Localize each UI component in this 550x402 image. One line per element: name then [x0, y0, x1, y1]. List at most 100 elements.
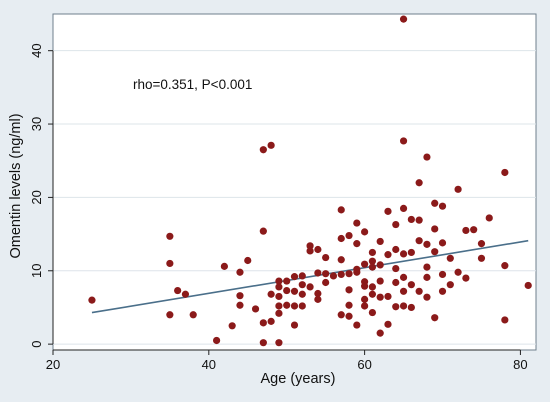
data-point	[384, 320, 392, 328]
x-tick-label: 60	[357, 357, 371, 372]
data-point	[368, 257, 377, 265]
data-point	[384, 251, 392, 259]
axes: 0 10 20 30 40 20 40 60 80	[29, 43, 528, 372]
data-point	[275, 283, 283, 291]
data-point	[345, 301, 353, 309]
y-axis-label: Omentin levels (ng/ml)	[8, 113, 24, 258]
data-point	[446, 281, 454, 289]
data-point	[290, 287, 299, 295]
data-point	[345, 312, 353, 320]
data-point	[376, 261, 384, 269]
data-point	[212, 336, 221, 345]
data-point	[462, 226, 470, 235]
data-point	[384, 292, 392, 301]
data-point	[337, 206, 345, 214]
data-point	[166, 232, 174, 240]
data-point	[501, 316, 509, 324]
data-point	[399, 273, 408, 281]
data-point	[415, 287, 423, 295]
data-point	[423, 240, 431, 248]
data-point	[376, 329, 384, 337]
data-point	[368, 290, 377, 298]
data-point	[438, 270, 447, 279]
data-point	[251, 305, 260, 313]
data-point	[290, 302, 299, 310]
data-point	[306, 242, 314, 250]
data-point	[337, 234, 345, 243]
data-point	[392, 245, 400, 254]
data-point	[337, 270, 345, 279]
data-point	[337, 311, 345, 319]
data-point	[376, 293, 384, 301]
fit-line-layer	[91, 239, 529, 314]
data-point	[392, 220, 400, 229]
data-point	[275, 277, 283, 285]
data-point	[353, 240, 361, 248]
data-point	[283, 286, 291, 295]
data-point	[431, 248, 439, 256]
data-point	[407, 281, 415, 289]
data-point	[423, 273, 431, 281]
data-point	[361, 302, 369, 310]
plot-area	[52, 13, 537, 351]
data-point	[314, 289, 322, 298]
y-tick-label: 10	[29, 264, 44, 278]
data-point	[407, 215, 415, 224]
data-point	[236, 301, 244, 309]
data-point	[298, 272, 306, 280]
data-point	[314, 269, 322, 277]
data-point	[259, 339, 267, 347]
data-point	[423, 293, 431, 301]
data-point	[244, 256, 252, 265]
x-tick-label: 20	[46, 357, 60, 372]
data-point	[384, 207, 392, 215]
annotation-text: rho=0.351, P<0.001	[133, 77, 252, 92]
data-point	[259, 146, 267, 154]
y-tick-label: 0	[29, 341, 44, 348]
data-point	[345, 270, 353, 278]
data-point	[431, 314, 439, 322]
data-point	[88, 296, 96, 304]
data-point	[322, 253, 330, 262]
data-point	[345, 286, 353, 294]
data-point	[376, 237, 384, 246]
data-point	[399, 250, 408, 258]
data-point	[267, 290, 275, 298]
data-point	[477, 240, 486, 248]
data-point	[399, 204, 408, 213]
data-point	[267, 141, 275, 149]
y-tick-label: 20	[29, 190, 44, 204]
data-point	[189, 311, 197, 319]
data-point	[329, 272, 338, 280]
data-point	[368, 263, 377, 271]
data-points	[88, 15, 532, 347]
data-point	[454, 268, 462, 276]
data-point	[470, 226, 478, 234]
data-point	[431, 199, 439, 207]
data-point	[283, 277, 291, 285]
x-tick-label: 40	[202, 357, 216, 372]
grid-lines	[53, 50, 536, 345]
fit-line	[91, 239, 529, 314]
data-point	[314, 295, 322, 303]
data-point	[376, 277, 384, 285]
data-point	[236, 268, 244, 276]
data-point	[275, 292, 283, 301]
data-point	[462, 274, 470, 282]
data-point	[345, 231, 353, 240]
data-point	[438, 202, 447, 210]
data-point	[477, 254, 486, 262]
data-point	[298, 281, 306, 289]
data-point	[275, 309, 283, 317]
data-point	[501, 262, 509, 270]
data-point	[322, 270, 330, 278]
data-point	[283, 301, 291, 309]
data-point	[423, 263, 431, 271]
data-point	[361, 260, 369, 268]
data-point	[220, 262, 228, 270]
data-point	[485, 214, 493, 222]
data-point	[306, 283, 314, 291]
data-point	[353, 265, 361, 273]
data-point	[275, 302, 283, 310]
